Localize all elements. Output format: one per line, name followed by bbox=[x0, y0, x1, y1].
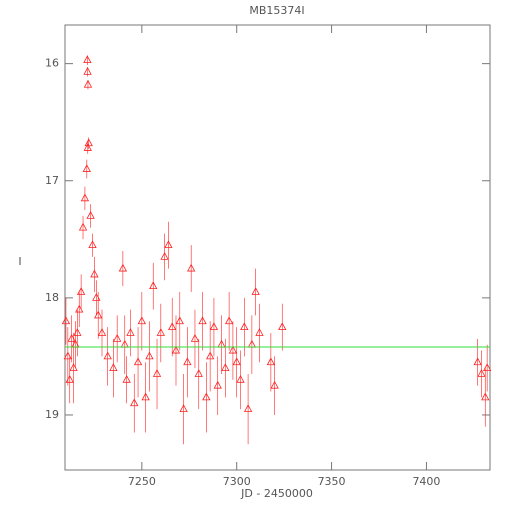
point bbox=[213, 380, 222, 389]
point bbox=[160, 252, 169, 260]
chart-title: MB15374I bbox=[249, 4, 304, 17]
point bbox=[149, 281, 158, 290]
point bbox=[209, 322, 219, 331]
point bbox=[278, 322, 287, 331]
y-tick-label: 19 bbox=[45, 408, 59, 421]
y-axis-label: I bbox=[18, 255, 21, 268]
point bbox=[73, 328, 82, 336]
y-tick-label: 18 bbox=[45, 291, 59, 304]
point bbox=[171, 345, 181, 354]
point bbox=[224, 316, 234, 325]
point bbox=[179, 404, 188, 413]
point bbox=[78, 222, 88, 231]
point bbox=[221, 363, 230, 372]
point bbox=[270, 380, 279, 389]
point bbox=[240, 322, 249, 331]
point bbox=[266, 357, 276, 366]
point bbox=[84, 138, 93, 147]
point bbox=[113, 333, 122, 342]
point bbox=[190, 333, 200, 342]
point bbox=[152, 369, 162, 377]
point bbox=[198, 316, 207, 325]
point bbox=[133, 357, 143, 366]
point bbox=[122, 374, 131, 383]
point bbox=[141, 392, 150, 401]
point bbox=[137, 316, 147, 325]
point bbox=[83, 66, 92, 75]
x-tick-label: 7350 bbox=[318, 475, 346, 488]
point bbox=[481, 392, 490, 401]
x-axis-label: JD - 2450000 bbox=[240, 487, 313, 500]
point bbox=[80, 193, 90, 202]
y-tick-label: 17 bbox=[45, 174, 59, 187]
plot-frame bbox=[64, 24, 491, 471]
point bbox=[482, 363, 492, 372]
point bbox=[118, 263, 128, 272]
point bbox=[473, 357, 482, 366]
point bbox=[97, 328, 107, 336]
point bbox=[61, 316, 71, 325]
point bbox=[109, 363, 118, 372]
point bbox=[205, 351, 215, 360]
point bbox=[232, 357, 241, 366]
point bbox=[175, 316, 184, 325]
point bbox=[83, 79, 93, 88]
point bbox=[251, 287, 260, 295]
point bbox=[236, 374, 245, 383]
point bbox=[103, 351, 112, 360]
point bbox=[94, 310, 103, 319]
point bbox=[228, 345, 238, 354]
point bbox=[65, 374, 74, 383]
point bbox=[187, 263, 196, 272]
point bbox=[194, 369, 203, 377]
point bbox=[90, 269, 99, 278]
point bbox=[164, 240, 173, 249]
x-tick-label: 7300 bbox=[223, 475, 251, 488]
x-tick-label: 7400 bbox=[412, 475, 440, 488]
point bbox=[243, 404, 253, 413]
point bbox=[63, 351, 73, 360]
point bbox=[130, 398, 139, 407]
point bbox=[145, 351, 154, 360]
point bbox=[82, 164, 91, 172]
point bbox=[88, 240, 97, 249]
point bbox=[168, 322, 177, 331]
point bbox=[255, 328, 264, 336]
y-tick-label: 16 bbox=[45, 57, 59, 70]
point bbox=[126, 328, 135, 336]
point bbox=[83, 143, 92, 151]
x-tick-label: 7250 bbox=[128, 475, 156, 488]
point bbox=[202, 392, 211, 401]
point bbox=[477, 369, 486, 377]
point bbox=[83, 55, 92, 64]
point bbox=[183, 357, 192, 366]
point bbox=[86, 211, 95, 219]
point bbox=[156, 328, 165, 336]
point bbox=[76, 287, 86, 295]
